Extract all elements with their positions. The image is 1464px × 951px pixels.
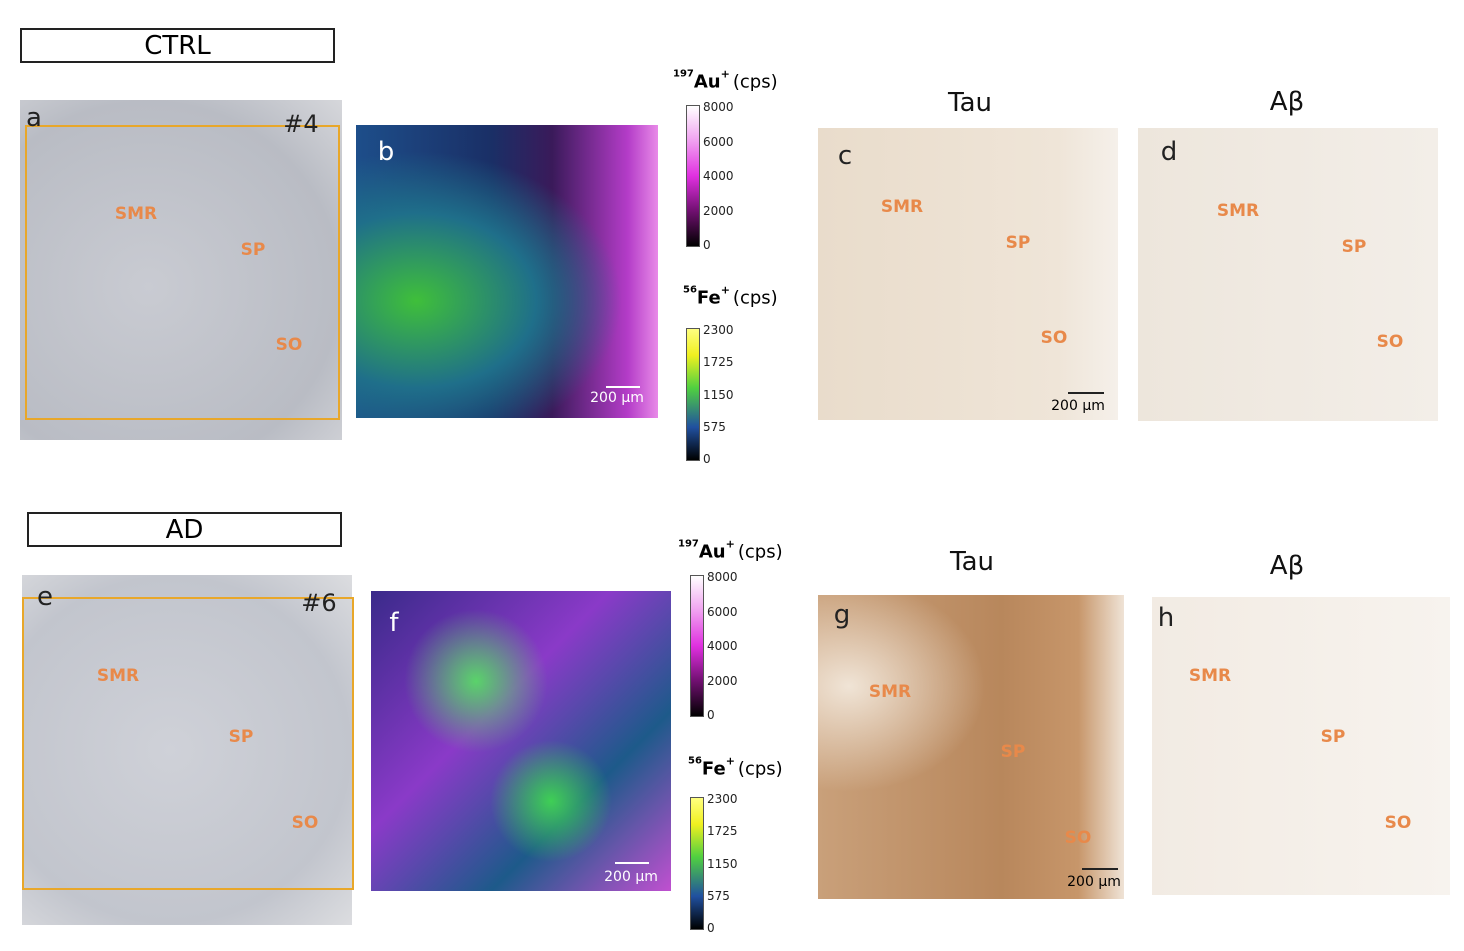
colorbar-unit: (cps) <box>732 71 778 93</box>
panel-letter: a <box>26 103 42 133</box>
abeta-stain <box>1138 128 1438 421</box>
colorbar-unit: (cps) <box>732 287 778 309</box>
tau-stain <box>818 128 1118 420</box>
region-label: SMR <box>1188 666 1232 686</box>
colorbar-tick: 0 <box>707 708 715 722</box>
scale-bar <box>1082 868 1118 870</box>
colorbar-isotope: 197 <box>673 68 694 80</box>
region-label: SP <box>1341 237 1367 257</box>
group-label-box <box>27 512 342 547</box>
panel-letter: e <box>37 582 53 612</box>
colorbar <box>690 797 704 930</box>
panel-letter: c <box>837 141 853 171</box>
colorbar-charge: + <box>720 67 730 81</box>
panel-letter: d <box>1160 137 1178 167</box>
panel-title: Aβ <box>1269 551 1305 581</box>
panel-title: Tau <box>950 547 994 577</box>
colorbar-element: Au <box>698 541 726 563</box>
group-label-box <box>20 28 335 63</box>
colorbar-isotope: 197 <box>678 538 699 550</box>
region-label: SP <box>1000 742 1026 762</box>
region-label: SO <box>291 813 319 833</box>
scale-bar <box>1068 392 1104 394</box>
region-label: SMR <box>880 197 924 217</box>
colorbar-tick: 1725 <box>707 824 738 839</box>
colorbar-charge: + <box>725 754 735 768</box>
colorbar-unit: (cps) <box>737 541 783 563</box>
panel-letter: g <box>833 600 851 630</box>
sample-id: #6 <box>301 589 337 617</box>
region-label: SP <box>1320 727 1346 747</box>
scale-bar-label: 200 µm <box>1051 398 1105 414</box>
scan-area <box>25 125 340 420</box>
elemental-map <box>371 591 671 891</box>
panel-title: Aβ <box>1269 87 1305 117</box>
panel-letter: f <box>389 608 399 638</box>
region-label: SP <box>1005 233 1031 253</box>
region-label: SMR <box>1216 201 1260 221</box>
scale-bar-label: 200 µm <box>590 390 644 406</box>
panel-letter: b <box>377 137 395 167</box>
colorbar-tick: 1150 <box>707 856 738 871</box>
region-label: SMR <box>868 682 912 702</box>
colorbar-element: Fe <box>701 758 726 780</box>
region-label: SO <box>275 335 303 355</box>
group-label: CTRL <box>144 30 211 61</box>
group-label: AD <box>165 514 204 545</box>
colorbar-tick: 4000 <box>707 639 738 653</box>
colorbar-tick: 0 <box>703 238 711 252</box>
scale-bar <box>615 862 649 864</box>
optical-image <box>22 575 352 925</box>
scan-area <box>22 597 354 890</box>
colorbar-charge: + <box>720 283 730 297</box>
region-label: SO <box>1376 332 1404 352</box>
colorbar <box>686 105 700 247</box>
colorbar-tick: 2000 <box>703 203 734 218</box>
abeta-stain <box>1152 597 1450 895</box>
scale-bar-label: 200 µm <box>1067 874 1121 890</box>
colorbar-element: Fe <box>696 287 721 309</box>
colorbar-tick: 1150 <box>703 387 734 402</box>
colorbar-tick: 2300 <box>703 323 734 337</box>
colorbar-tick: 8000 <box>703 100 734 114</box>
region-label: SP <box>240 240 266 260</box>
region-label: SMR <box>114 204 158 224</box>
colorbar-tick: 8000 <box>707 570 738 584</box>
colorbar <box>690 575 704 717</box>
scale-bar-label: 200 µm <box>604 869 658 885</box>
panel-letter: h <box>1157 603 1175 633</box>
colorbar-tick: 6000 <box>703 134 734 149</box>
colorbar-element: Au <box>693 71 721 93</box>
colorbar-isotope: 56 <box>683 284 697 296</box>
scale-bar <box>606 386 640 388</box>
region-label: SO <box>1064 828 1092 848</box>
colorbar-tick: 2000 <box>707 673 738 688</box>
colorbar <box>686 328 700 461</box>
region-label: SMR <box>96 666 140 686</box>
region-label: SP <box>228 727 254 747</box>
region-label: SO <box>1040 328 1068 348</box>
optical-image <box>20 100 342 440</box>
colorbar-tick: 0 <box>703 452 711 466</box>
colorbar-unit: (cps) <box>737 758 783 780</box>
colorbar-charge: + <box>725 537 735 551</box>
colorbar-tick: 0 <box>707 921 715 935</box>
colorbar-tick: 2300 <box>707 792 738 806</box>
colorbar-isotope: 56 <box>688 755 702 767</box>
colorbar-tick: 4000 <box>703 169 734 183</box>
colorbar-tick: 1725 <box>703 355 734 370</box>
panel-title: Tau <box>948 88 992 118</box>
colorbar-tick: 575 <box>703 419 726 434</box>
region-label: SO <box>1384 813 1412 833</box>
sample-id: #4 <box>283 110 319 138</box>
tau-stain <box>818 595 1124 899</box>
colorbar-tick: 6000 <box>707 604 738 619</box>
colorbar-tick: 575 <box>707 888 730 903</box>
elemental-map <box>356 125 658 418</box>
